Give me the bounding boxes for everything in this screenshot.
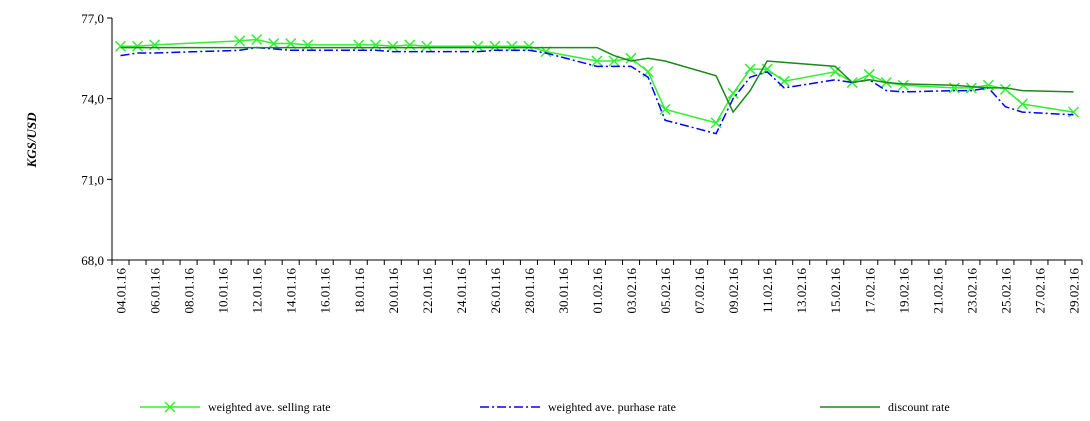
x-tick-label: 15.02.16 — [828, 268, 843, 314]
x-tick-label: 24.01.16 — [454, 268, 469, 314]
marker — [608, 55, 620, 67]
marker — [999, 83, 1011, 95]
legend-label: discount rate — [888, 400, 950, 414]
marker — [965, 82, 977, 94]
x-tick-label: 30.01.16 — [556, 268, 571, 314]
x-tick-label: 26.01.16 — [488, 268, 503, 314]
x-tick-label: 08.01.16 — [182, 268, 197, 314]
x-tick-label: 05.02.16 — [658, 268, 673, 314]
marker — [727, 87, 739, 99]
marker — [625, 52, 637, 64]
x-tick-label: 13.02.16 — [794, 268, 809, 314]
series-line — [120, 46, 1074, 135]
x-tick-label: 11.02.16 — [760, 268, 775, 314]
x-tick-label: 27.02.16 — [1032, 268, 1047, 314]
x-tick-label: 01.02.16 — [590, 268, 605, 314]
x-tick-label: 09.02.16 — [726, 268, 741, 314]
marker — [421, 40, 433, 52]
y-axis-label: KGS/USD — [24, 112, 39, 169]
x-tick-label: 07.02.16 — [692, 268, 707, 314]
marker — [1016, 98, 1028, 110]
marker — [114, 40, 127, 52]
marker — [472, 40, 484, 52]
y-tick-label: 77,0 — [81, 11, 104, 26]
marker — [710, 117, 722, 129]
x-tick-label: 22.01.16 — [420, 268, 435, 314]
marker — [387, 40, 399, 52]
series-line — [120, 46, 1074, 114]
x-tick-label: 03.02.16 — [624, 268, 639, 314]
x-tick-label: 18.01.16 — [352, 268, 367, 314]
marker — [131, 40, 144, 52]
x-tick-label: 21.02.16 — [930, 268, 945, 314]
marker — [234, 35, 246, 47]
x-tick-label: 17.02.16 — [862, 268, 877, 314]
legend-label: weighted ave. purhase rate — [548, 400, 676, 414]
x-tick-label: 12.01.16 — [250, 268, 265, 314]
marker — [659, 103, 671, 115]
x-tick-label: 28.01.16 — [522, 268, 537, 314]
marker — [591, 55, 603, 67]
marker — [251, 33, 263, 46]
marker — [863, 68, 875, 80]
marker — [744, 63, 756, 75]
x-tick-label: 06.01.16 — [148, 268, 163, 314]
x-tick-label: 16.01.16 — [318, 268, 333, 314]
x-tick-label: 29.02.16 — [1066, 268, 1081, 314]
marker — [523, 40, 535, 52]
x-tick-label: 10.01.16 — [216, 268, 231, 314]
y-tick-label: 71,0 — [81, 172, 104, 187]
y-tick-label: 68,0 — [81, 253, 104, 268]
x-tick-label: 25.02.16 — [998, 268, 1013, 314]
marker — [829, 66, 841, 78]
marker — [1067, 106, 1080, 118]
x-tick-label: 19.02.16 — [896, 268, 911, 314]
legend-marker — [164, 401, 176, 413]
x-tick-label: 14.01.16 — [284, 268, 299, 314]
series-line — [120, 38, 1074, 124]
x-tick-label: 23.02.16 — [964, 268, 979, 314]
x-tick-label: 04.01.16 — [114, 268, 129, 314]
y-tick-label: 74,0 — [81, 92, 104, 107]
legend-label: weighted ave. selling rate — [208, 400, 331, 414]
marker — [897, 79, 909, 91]
x-tick-label: 20.01.16 — [386, 268, 401, 314]
